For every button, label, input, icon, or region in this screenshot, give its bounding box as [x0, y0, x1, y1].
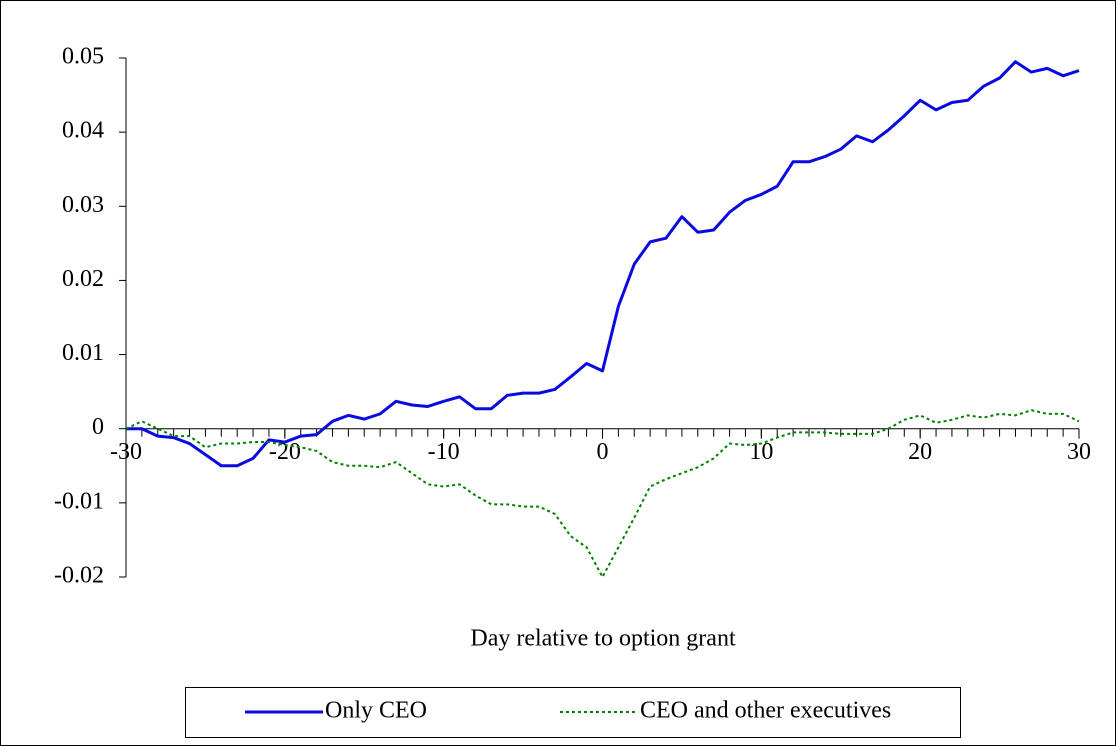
x-tick-label: -30 [110, 439, 142, 465]
y-tick-label: -0.02 [54, 563, 104, 589]
y-tick-label: 0.05 [62, 44, 104, 70]
y-tick-label: 0.03 [62, 192, 104, 218]
y-tick-label: 0.04 [62, 118, 104, 144]
x-tick-label: -10 [428, 439, 460, 465]
x-tick-label: 30 [1067, 439, 1091, 465]
legend-label: Only CEO [325, 698, 427, 724]
y-tick-label: -0.01 [54, 488, 104, 514]
series-line [125, 409, 1080, 578]
series-line [126, 60, 1080, 468]
x-tick-label: 20 [908, 439, 932, 465]
y-tick-label: 0.01 [62, 340, 104, 366]
x-tick-label: 0 [597, 439, 609, 465]
legend-label: CEO and other executives [640, 698, 891, 724]
x-axis-label: Day relative to option grant [470, 626, 736, 652]
y-tick-label: 0.02 [62, 266, 104, 292]
y-tick-label: 0 [92, 414, 104, 440]
